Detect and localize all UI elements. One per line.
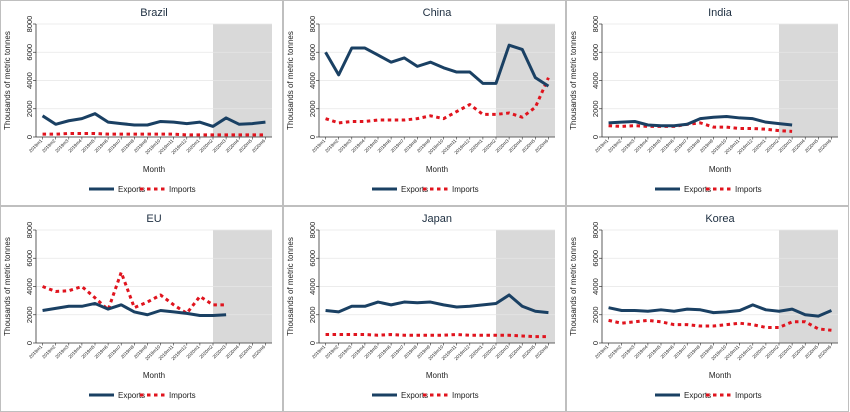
japan-exports-line bbox=[325, 293, 549, 315]
india-y-tick-label: 8000 bbox=[591, 16, 600, 33]
korea-y-tick-label: 8000 bbox=[591, 222, 600, 239]
brazil-y-tick-label: 4000 bbox=[25, 72, 34, 89]
china-y-tick-label: 4000 bbox=[308, 72, 317, 89]
eu-x-axis-label: Month bbox=[143, 371, 165, 380]
china-y-tick-label: 6000 bbox=[308, 44, 317, 61]
korea-imports-line bbox=[608, 318, 832, 332]
china-y-axis-label: Thousands of metric tonnes bbox=[286, 31, 295, 130]
japan-y-tick-label: 8000 bbox=[308, 222, 317, 239]
china-x-tick-label: 2020m6 bbox=[534, 138, 550, 154]
india-exports-line bbox=[608, 115, 793, 128]
korea-x-axis-label: Month bbox=[709, 371, 731, 380]
eu-chart: EU 0 2000 4000 6000 8000 Thousands of metric t… bbox=[0, 206, 283, 412]
china-legend-imports-label: Imports bbox=[452, 185, 479, 194]
brazil-exports-line bbox=[41, 112, 266, 128]
panel-korea: Korea 0 2000 4000 6000 8000 Thousands of metri… bbox=[566, 206, 849, 412]
eu-legend-exports-label: Exports bbox=[118, 391, 145, 400]
eu-y-tick-label: 4000 bbox=[25, 278, 34, 295]
india-x-axis-label: Month bbox=[709, 165, 731, 174]
brazil-y-axis-label: Thousands of metric tonnes bbox=[3, 31, 12, 130]
eu-x-tick-label: 2020m6 bbox=[251, 344, 267, 360]
india-chart-title: India bbox=[708, 7, 733, 19]
brazil-x-axis-label: Month bbox=[143, 165, 165, 174]
eu-chart-title: EU bbox=[146, 213, 161, 225]
eu-exports-line bbox=[42, 301, 227, 317]
korea-exports-line bbox=[608, 303, 833, 318]
eu-y-tick-label: 0 bbox=[25, 341, 34, 345]
japan-x-tick-label: 2020m6 bbox=[534, 344, 550, 360]
china-y-tick-label: 8000 bbox=[308, 16, 317, 33]
japan-y-tick-label: 6000 bbox=[308, 250, 317, 267]
japan-x-axis-label: Month bbox=[426, 371, 448, 380]
panel-japan: Japan 0 2000 4000 6000 8000 Thousands of metri… bbox=[283, 206, 566, 412]
panel-india: India 0 2000 4000 6000 8000 Thousands of metri… bbox=[566, 0, 849, 206]
brazil-y-tick-label: 0 bbox=[25, 135, 34, 139]
korea-y-axis-label: Thousands of metric tonnes bbox=[569, 237, 578, 336]
brazil-y-tick-label: 2000 bbox=[25, 100, 34, 117]
japan-legend-imports-label: Imports bbox=[452, 391, 479, 400]
brazil-chart-title: Brazil bbox=[140, 7, 168, 19]
brazil-y-tick-label: 6000 bbox=[25, 44, 34, 61]
brazil-y-tick-label: 8000 bbox=[25, 16, 34, 33]
india-legend-exports-label: Exports bbox=[684, 185, 711, 194]
brazil-chart: Brazil 0 2000 4000 6000 8000 Thousands of metr… bbox=[0, 0, 283, 206]
china-y-tick-label: 2000 bbox=[308, 100, 317, 117]
eu-y-tick-label: 2000 bbox=[25, 306, 34, 323]
korea-y-tick-label: 0 bbox=[591, 341, 600, 345]
eu-y-tick-label: 6000 bbox=[25, 250, 34, 267]
china-chart: China 0 2000 4000 6000 8000 Thousands of metri… bbox=[283, 0, 566, 206]
korea-y-tick-label: 2000 bbox=[591, 306, 600, 323]
japan-y-tick-label: 2000 bbox=[308, 306, 317, 323]
china-panel-frame bbox=[283, 0, 566, 206]
india-panel-frame bbox=[566, 0, 849, 206]
brazil-legend-imports-label: Imports bbox=[169, 185, 196, 194]
japan-y-tick-label: 4000 bbox=[308, 278, 317, 295]
china-y-tick-label: 0 bbox=[308, 135, 317, 139]
korea-legend-imports-label: Imports bbox=[735, 391, 762, 400]
eu-legend-imports-label: Imports bbox=[169, 391, 196, 400]
japan-y-tick-label: 0 bbox=[308, 341, 317, 345]
japan-y-axis-label: Thousands of metric tonnes bbox=[286, 237, 295, 336]
brazil-panel-frame bbox=[0, 0, 283, 206]
korea-y-tick-label: 4000 bbox=[591, 278, 600, 295]
india-legend-imports-label: Imports bbox=[735, 185, 762, 194]
panel-eu: EU 0 2000 4000 6000 8000 Thousands of metric t… bbox=[0, 206, 283, 412]
japan-legend-exports-label: Exports bbox=[401, 391, 428, 400]
china-chart-title: China bbox=[423, 7, 453, 19]
china-legend-exports-label: Exports bbox=[401, 185, 428, 194]
india-y-tick-label: 2000 bbox=[591, 100, 600, 117]
korea-x-tick-label: 2020m6 bbox=[817, 344, 833, 360]
eu-y-tick-label: 8000 bbox=[25, 222, 34, 239]
india-y-tick-label: 0 bbox=[591, 135, 600, 139]
india-y-tick-label: 4000 bbox=[591, 72, 600, 89]
india-imports-line bbox=[608, 121, 793, 133]
japan-chart: Japan 0 2000 4000 6000 8000 Thousands of metri… bbox=[283, 206, 566, 412]
japan-chart-title: Japan bbox=[422, 213, 452, 225]
korea-chart: Korea 0 2000 4000 6000 8000 Thousands of metri… bbox=[566, 206, 849, 412]
india-chart: India 0 2000 4000 6000 8000 Thousands of metri… bbox=[566, 0, 849, 206]
korea-y-tick-label: 6000 bbox=[591, 250, 600, 267]
brazil-legend-exports-label: Exports bbox=[118, 185, 145, 194]
korea-chart-title: Korea bbox=[705, 213, 735, 225]
india-y-tick-label: 6000 bbox=[591, 44, 600, 61]
brazil-imports-line bbox=[42, 131, 266, 137]
china-imports-line bbox=[325, 77, 550, 125]
japan-imports-line bbox=[325, 333, 549, 339]
panel-brazil: Brazil 0 2000 4000 6000 8000 Thousands of metr… bbox=[0, 0, 283, 206]
panel-china: China 0 2000 4000 6000 8000 Thousands of metri… bbox=[283, 0, 566, 206]
eu-y-axis-label: Thousands of metric tonnes bbox=[3, 237, 12, 336]
india-y-axis-label: Thousands of metric tonnes bbox=[569, 31, 578, 130]
china-x-axis-label: Month bbox=[426, 165, 448, 174]
brazil-x-tick-label: 2020m6 bbox=[251, 138, 267, 154]
korea-legend-exports-label: Exports bbox=[684, 391, 711, 400]
china-exports-line bbox=[324, 43, 550, 88]
india-x-tick-label: 2020m6 bbox=[817, 138, 833, 154]
